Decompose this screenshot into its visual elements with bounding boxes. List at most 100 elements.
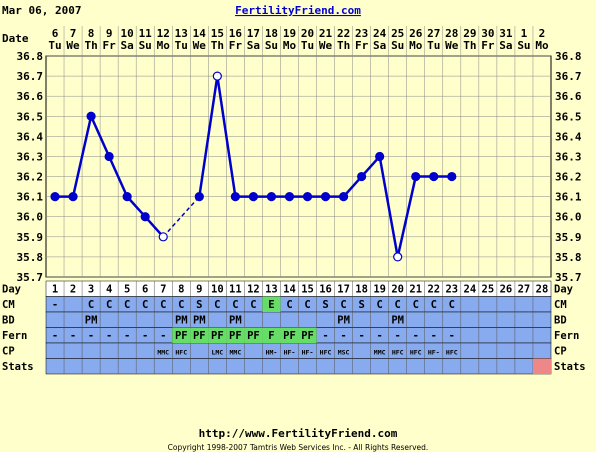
temp-point [302,192,313,202]
fern-cell: - [124,330,130,342]
cycle-day-label: 12 [247,284,260,296]
cp-cell: HF- [284,349,296,357]
cp-cell: HFC [446,349,458,357]
y-tick-label-left: 36.1 [17,191,44,204]
weekday-label: Mo [283,39,297,52]
cp-row-label-right: CP [554,346,567,358]
weekday-label: Tu [175,39,188,52]
date-label: 20 [301,27,314,40]
bd-cell: PM [229,315,242,327]
y-tick-label-right: 36.3 [555,150,582,163]
y-tick-label-right: 35.7 [555,271,582,284]
cm-row-label-right: CM [554,299,567,311]
weekday-label: Sa [247,39,260,52]
temp-line-segment [216,75,237,197]
date-label: 31 [499,27,513,40]
day-row-label-right: Day [554,284,574,296]
fern-highlight-cell [244,327,263,343]
cp-cell: LMC [211,349,223,357]
weekday-label: Sa [373,39,386,52]
temp-point-open [212,71,222,81]
cycle-day-label: 11 [229,284,242,296]
cp-cell: HF- [428,349,440,357]
temp-line-segment [378,156,399,258]
footer-url: http://www.FertilityFriend.com [199,427,398,440]
y-tick-label-right: 35.8 [555,251,582,264]
weekday-label: Tu [427,39,440,52]
y-tick-label-right: 36.4 [555,130,582,143]
cm-cell: C [232,299,238,311]
cycle-day-label: 22 [427,284,440,296]
cycle-day-label: 17 [337,284,350,296]
temp-line-segment [396,176,417,258]
y-tick-label-right: 35.9 [555,231,582,244]
temp-point [104,151,114,162]
cm-highlight-cell [262,296,281,312]
cp-cell: HM- [266,349,278,357]
weekday-label: We [319,39,333,52]
temp-point [429,171,439,182]
cycle-day-label: 13 [265,284,278,296]
cm-cell: C [413,299,419,311]
date-label: 21 [319,27,333,40]
y-tick-label-right: 36.5 [555,110,582,123]
date-label: 25 [391,27,404,40]
y-tick-label-left: 36.7 [17,70,44,83]
fern-cell: PF [211,330,224,342]
y-tick-label-left: 36.0 [17,211,44,224]
date-label: 10 [121,27,134,40]
cycle-day-label: 7 [160,284,166,296]
fern-highlight-cell [208,327,227,343]
y-tick-label-left: 36.4 [17,130,44,143]
date-label: 28 [445,27,458,40]
cycle-day-label: 18 [355,284,368,296]
fern-highlight-cell [226,327,245,343]
fern-cell: PF [193,330,206,342]
date-label: 2 [539,27,546,40]
temp-point [230,192,240,202]
cp-cell: HFC [320,349,332,357]
cm-cell: C [142,299,148,311]
cm-cell: E [268,299,274,311]
cycle-day-label: 19 [373,284,386,296]
footer-copyright: Copyright 1998-2007 Tamtris Web Services… [168,443,429,452]
cp-cell: HF- [302,349,314,357]
date-label: 30 [481,27,494,40]
temp-point [411,171,421,182]
fern-cell: - [160,330,166,342]
cycle-day-label: 26 [500,284,513,296]
weekday-label: Su [139,39,152,52]
y-tick-label-left: 36.6 [17,90,44,103]
cm-cell: C [431,299,437,311]
fern-cell: PF [301,330,314,342]
cm-cell: S [358,299,364,311]
weekday-label: Fr [103,39,117,52]
chart-date: Mar 06, 2007 [2,4,81,17]
cm-cell: C [395,299,401,311]
weekday-label: Sa [499,39,512,52]
date-label: 12 [157,27,170,40]
date-label: 9 [106,27,113,40]
temp-line-dashed [162,196,200,238]
cp-cell: MMC [230,349,242,357]
cycle-day-label: 27 [518,284,531,296]
temp-point [122,192,132,202]
temp-point [357,171,367,182]
cycle-day-label: 3 [88,284,94,296]
date-label: 11 [139,27,153,40]
y-tick-label-left: 36.5 [17,110,44,123]
weekday-label: We [66,39,80,52]
temp-point-open [158,232,168,242]
date-label: 13 [175,27,188,40]
fern-cell: PF [175,330,188,342]
y-tick-label-left: 36.8 [17,50,44,63]
date-label: 15 [211,27,224,40]
temp-point [140,212,150,222]
weekday-label: Th [211,39,224,52]
cycle-day-label: 4 [106,284,112,296]
fern-cell: - [52,330,58,342]
site-name: FertilityFriend.com [235,4,361,17]
cm-cell: S [196,299,202,311]
date-label: 16 [229,27,243,40]
